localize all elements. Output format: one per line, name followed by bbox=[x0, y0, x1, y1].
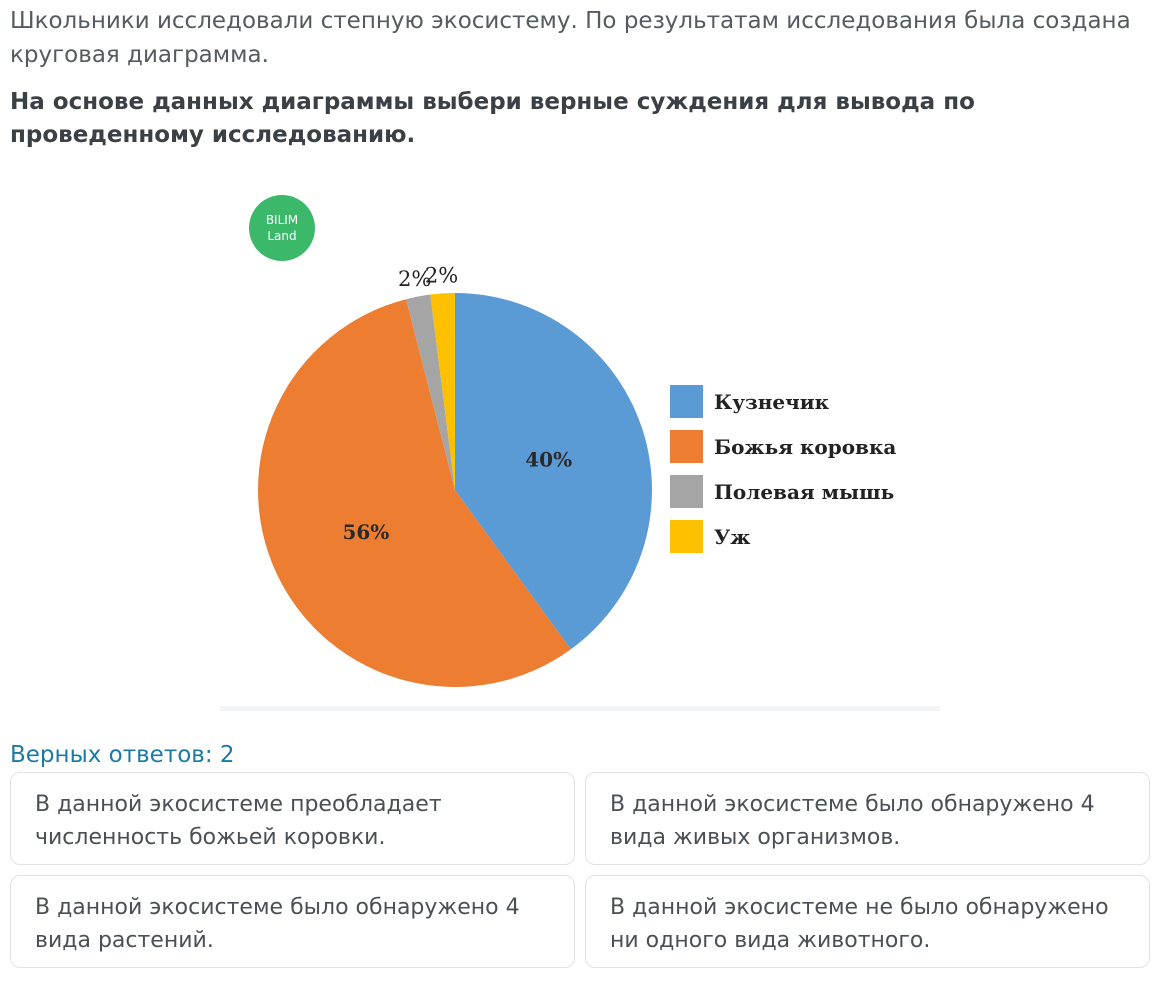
legend-label-1: Кузнечик bbox=[714, 390, 830, 414]
pie-chart: BILIM Land 40% 56% 2%2% Кузнечик Божья коро… bbox=[249, 195, 896, 687]
legend-swatch-4 bbox=[670, 520, 703, 553]
pie-slice-1 bbox=[455, 293, 652, 650]
legend-label-2: Божья коровка bbox=[714, 435, 896, 459]
bilimland-logo-circle bbox=[249, 195, 315, 261]
answer-option-1[interactable]: В данной экосистеме преобладает численно… bbox=[10, 772, 575, 865]
bilimland-logo-line2: Land bbox=[267, 229, 296, 243]
pie-percent-label-4: 2% bbox=[425, 263, 458, 287]
pie-percent-label-1: 40% bbox=[525, 448, 572, 472]
chart-divider bbox=[220, 706, 940, 711]
pie-chart-figure: BILIM Land 40% 56% 2% 2% Кузнечик Божья коро… bbox=[220, 180, 940, 710]
bilimland-logo-line1: BILIM bbox=[266, 213, 298, 227]
legend-label-4: Уж bbox=[714, 525, 750, 549]
legend-label-3: Полевая мышь bbox=[714, 480, 894, 504]
pie-legend: Кузнечик Божья коровка Полевая мышь Уж bbox=[670, 385, 896, 553]
pie-slice-3 bbox=[406, 294, 455, 490]
bilimland-logo: BILIM Land bbox=[249, 195, 315, 261]
legend-swatch-3 bbox=[670, 475, 703, 508]
question-instruction: На основе данных диаграммы выбери верные… bbox=[10, 89, 975, 148]
question-intro: Школьники исследовали степную экосистему… bbox=[10, 8, 1131, 68]
legend-swatch-1 bbox=[670, 385, 703, 418]
correct-answers-count: Верных ответов: 2 bbox=[10, 742, 235, 768]
pie-percent-label-3: 2% bbox=[398, 267, 431, 291]
pie-percent-label-2: 56% bbox=[342, 520, 389, 544]
answer-option-3[interactable]: В данной экосистеме было обнаружено 4 ви… bbox=[10, 875, 575, 968]
answer-option-2[interactable]: В данной экосистеме было обнаружено 4 ви… bbox=[585, 772, 1150, 865]
pie-slice-4 bbox=[430, 293, 455, 490]
pie-percent-labels: 40% 56% 2%2% bbox=[342, 263, 572, 544]
legend-swatch-2 bbox=[670, 430, 703, 463]
pie-slices bbox=[257, 293, 652, 687]
pie-slice-2 bbox=[257, 299, 571, 687]
answer-option-4[interactable]: В данной экосистеме не было обнаружено н… bbox=[585, 875, 1150, 968]
